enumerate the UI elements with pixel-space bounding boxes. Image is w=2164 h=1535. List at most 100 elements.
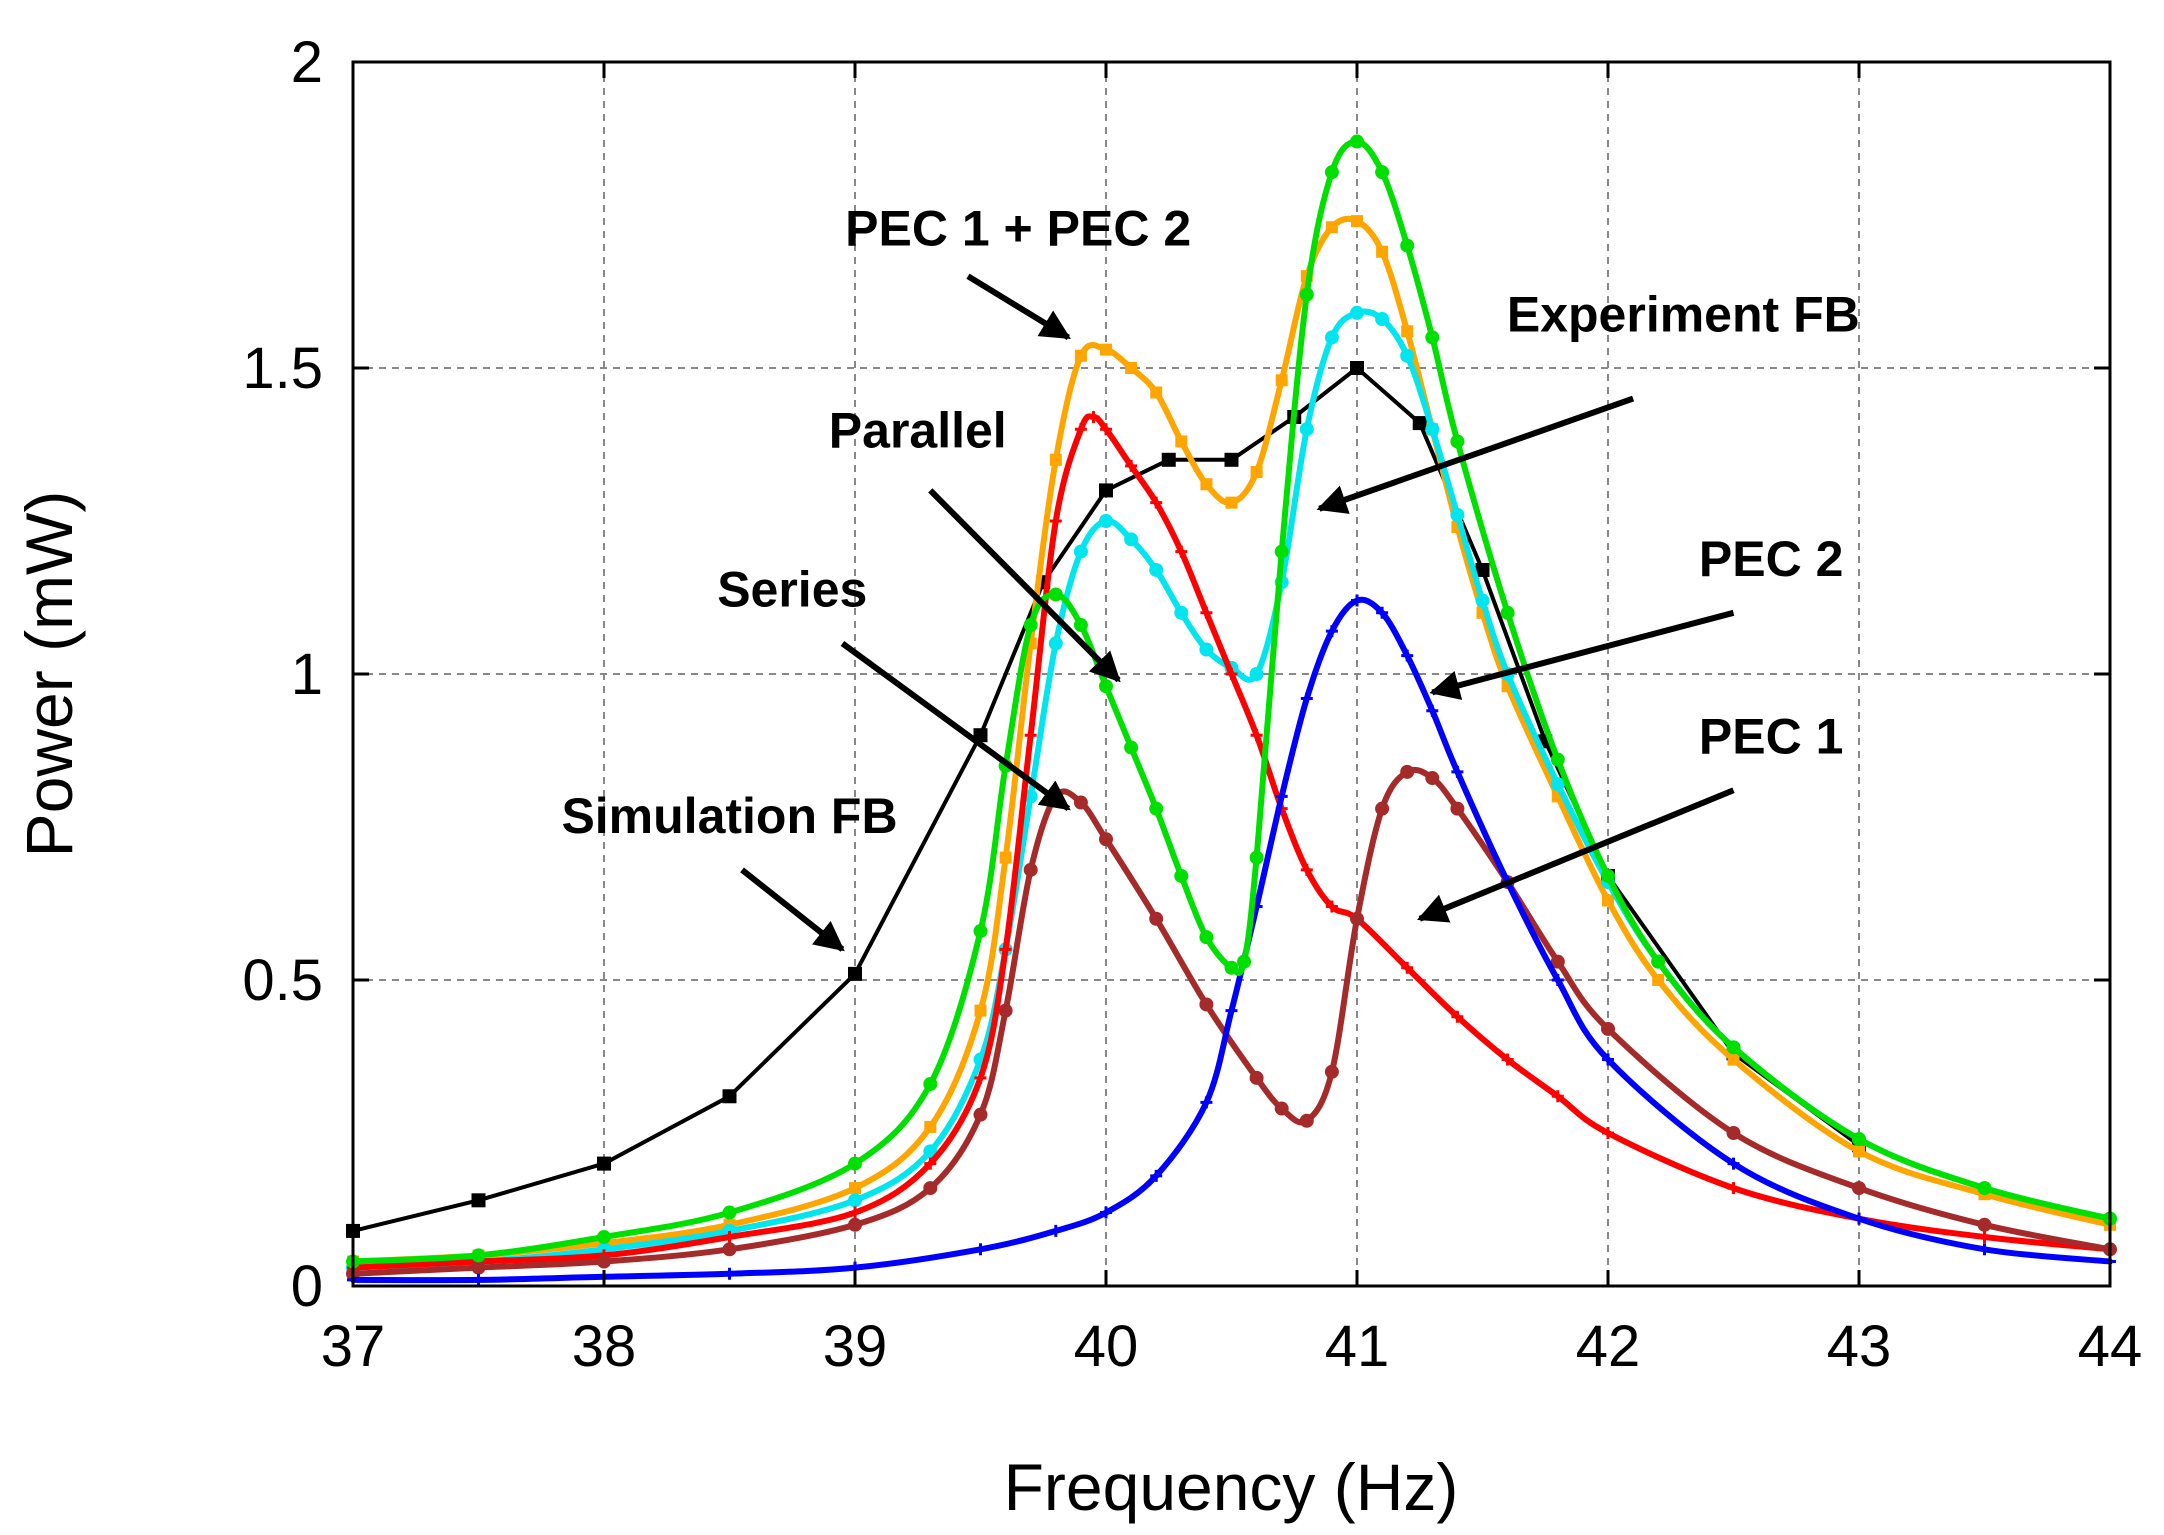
data-point	[1124, 740, 1139, 755]
data-point	[1100, 423, 1112, 436]
data-point	[1978, 1231, 1991, 1244]
series-parallel	[347, 410, 2116, 1274]
data-point	[1500, 605, 1515, 620]
data-point	[1150, 1169, 1163, 1182]
data-point	[1375, 312, 1390, 327]
data-point	[1425, 422, 1440, 437]
annotation-pec-1: PEC 1	[1416, 709, 1844, 923]
annotation-label: PEC 2	[1699, 531, 1844, 587]
data-point	[1401, 649, 1414, 662]
data-point	[1149, 562, 1164, 577]
y-tick-label: 1	[291, 642, 323, 707]
data-point	[924, 1120, 937, 1133]
data-point	[722, 1205, 737, 1220]
data-point	[1199, 997, 1214, 1012]
data-point	[1853, 1212, 1865, 1225]
data-point	[1174, 868, 1189, 883]
annotations: PEC 1 + PEC 2 Experiment FB Parallel Series…	[561, 201, 1860, 952]
data-point	[1049, 453, 1062, 466]
annotation-experiment-fb: Experiment FB	[1316, 286, 1860, 514]
data-point	[1087, 410, 1100, 423]
annotation-simulation-fb: Simulation FB	[561, 788, 898, 952]
annotation-arrow	[928, 488, 1121, 683]
data-point	[974, 1071, 987, 1084]
data-point	[1125, 459, 1138, 472]
annotation-arrow	[840, 640, 1071, 812]
data-point	[597, 1156, 611, 1171]
data-point	[1199, 642, 1214, 657]
data-point	[1602, 1053, 1614, 1066]
data-point	[1852, 1181, 1866, 1196]
data-point	[1274, 1101, 1289, 1116]
data-point	[1400, 348, 1415, 363]
data-point	[1727, 1157, 1740, 1170]
data-point	[471, 1260, 486, 1275]
data-point	[1073, 544, 1088, 559]
data-point	[1351, 215, 1363, 228]
data-point	[1074, 423, 1087, 436]
data-point	[1250, 729, 1263, 742]
data-point	[1412, 416, 1427, 431]
data-point	[1425, 771, 1440, 786]
data-point	[471, 1193, 486, 1208]
data-point	[1225, 1004, 1238, 1017]
data-point	[1324, 1064, 1339, 1079]
data-point	[1375, 165, 1390, 180]
data-point	[597, 1254, 611, 1269]
x-tick-label: 43	[1827, 1314, 1892, 1379]
data-point	[1400, 238, 1415, 253]
data-point	[848, 1193, 862, 1208]
data-point	[1073, 618, 1088, 633]
data-point	[1425, 330, 1440, 345]
data-point	[1299, 287, 1314, 302]
data-point	[1200, 478, 1213, 491]
data-point	[1249, 667, 1264, 681]
series-line-pec-2	[350, 596, 2113, 1284]
data-point	[1299, 1113, 1314, 1128]
data-point	[1376, 606, 1389, 619]
data-point	[471, 1248, 486, 1263]
data-point	[848, 1217, 862, 1232]
data-point	[1450, 434, 1465, 449]
data-point	[1161, 452, 1176, 467]
data-point	[1149, 911, 1164, 926]
annotation-label: Simulation FB	[561, 788, 897, 844]
y-tick-label: 0	[291, 1254, 323, 1319]
annotation-arrow	[1316, 395, 1635, 514]
data-point	[1401, 325, 1414, 338]
annotation-label: PEC 1	[1699, 709, 1844, 765]
data-point	[1376, 245, 1389, 258]
data-point	[1977, 1181, 1992, 1196]
data-point	[1100, 343, 1112, 356]
data-point	[848, 1156, 862, 1171]
data-point	[1024, 729, 1037, 742]
data-point	[1200, 606, 1213, 619]
annotation-arrow	[1429, 609, 1735, 700]
series-line-series	[350, 766, 2113, 1277]
data-point	[1601, 868, 1615, 883]
data-point	[1550, 954, 1565, 969]
series-pec-1-pec-2	[347, 215, 2116, 1268]
series-line-parallel	[350, 413, 2113, 1271]
data-point	[1023, 618, 1038, 633]
data-point	[1175, 435, 1188, 448]
annotation-pec-2: PEC 2	[1429, 531, 1844, 700]
data-point	[1224, 452, 1239, 467]
data-point	[1100, 1206, 1112, 1219]
data-point	[1551, 974, 1564, 986]
data-point	[1199, 930, 1214, 945]
data-point	[1475, 593, 1490, 608]
data-point	[1023, 862, 1038, 877]
x-tick-label: 41	[1325, 1314, 1390, 1379]
data-point	[1150, 386, 1163, 399]
data-point	[1350, 305, 1364, 320]
data-point	[1099, 483, 1113, 498]
data-point	[1174, 605, 1189, 620]
data-point	[1275, 790, 1288, 803]
data-point	[1175, 545, 1188, 558]
data-point	[1324, 330, 1339, 345]
data-point	[1726, 1126, 1741, 1140]
data-point	[1325, 625, 1338, 638]
data-point	[1048, 587, 1063, 602]
data-point	[848, 966, 862, 981]
